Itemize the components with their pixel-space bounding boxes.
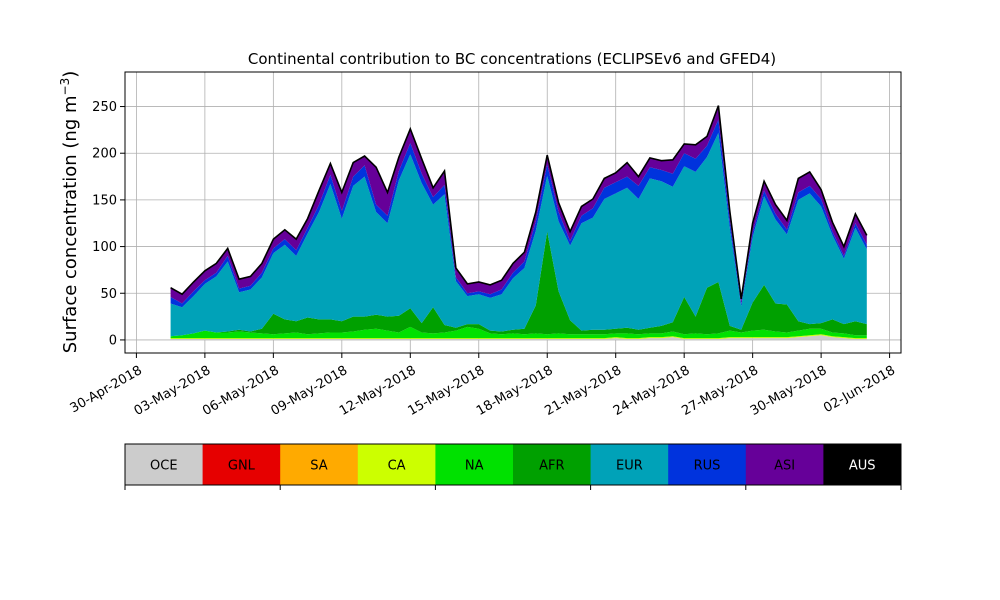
legend-label-ca: CA bbox=[388, 459, 406, 474]
legend-label-asi: ASI bbox=[774, 459, 795, 474]
chart-title: Continental contribution to BC concentra… bbox=[248, 50, 776, 68]
y-axis-label-main: Surface concentration (ng m bbox=[60, 95, 81, 353]
legend-swatch-aus bbox=[823, 444, 902, 485]
area-series-rus bbox=[170, 119, 867, 308]
legend-label-afr: AFR bbox=[539, 459, 564, 474]
legend-frame bbox=[124, 443, 902, 486]
legend-swatch-rus bbox=[668, 444, 747, 485]
y-tick-label: 100 bbox=[92, 240, 117, 255]
area-series-oce bbox=[170, 335, 867, 340]
y-tick-label: 200 bbox=[92, 147, 117, 162]
legend-swatch-asi bbox=[745, 444, 824, 485]
y-axis: 0 50 100 150 200 250 bbox=[92, 100, 125, 348]
legend-swatch-gnl bbox=[202, 444, 281, 485]
area-series-asi bbox=[170, 105, 867, 304]
area-series-ca bbox=[170, 334, 867, 339]
y-tick-label: 150 bbox=[92, 193, 117, 208]
y-tick-label: 0 bbox=[109, 333, 117, 348]
legend-swatch-oce bbox=[125, 444, 204, 485]
legend-label-aus: AUS bbox=[849, 459, 876, 474]
stacked-areas bbox=[170, 105, 867, 340]
y-tick-label: 250 bbox=[92, 100, 117, 115]
area-series-na bbox=[170, 326, 867, 339]
legend-label-rus: RUS bbox=[694, 459, 721, 474]
y-tick-label: 50 bbox=[100, 287, 117, 302]
legend: OCE GNL SA CA NA AFR EUR RUS ASI AUS bbox=[124, 443, 902, 490]
y-axis-label-close: ) bbox=[60, 71, 81, 78]
plot-frame bbox=[124, 71, 902, 354]
y-axis-label-superscript: −3 bbox=[58, 78, 72, 96]
area-series-eur bbox=[170, 132, 867, 337]
legend-swatch-ca bbox=[357, 444, 436, 485]
legend-label-gnl: GNL bbox=[228, 459, 256, 474]
legend-swatch-na bbox=[435, 444, 514, 485]
legend-swatch-afr bbox=[513, 444, 592, 485]
area-series-afr bbox=[170, 231, 867, 337]
total-outline-line bbox=[170, 105, 868, 300]
legend-label-eur: EUR bbox=[616, 459, 643, 474]
legend-label-sa: SA bbox=[310, 459, 327, 474]
legend-label-na: NA bbox=[465, 459, 484, 474]
legend-swatch-sa bbox=[280, 444, 359, 485]
y-axis-label: Surface concentration (ng m−3) bbox=[58, 71, 81, 354]
legend-label-oce: OCE bbox=[150, 459, 178, 474]
legend-swatch-eur bbox=[590, 444, 669, 485]
